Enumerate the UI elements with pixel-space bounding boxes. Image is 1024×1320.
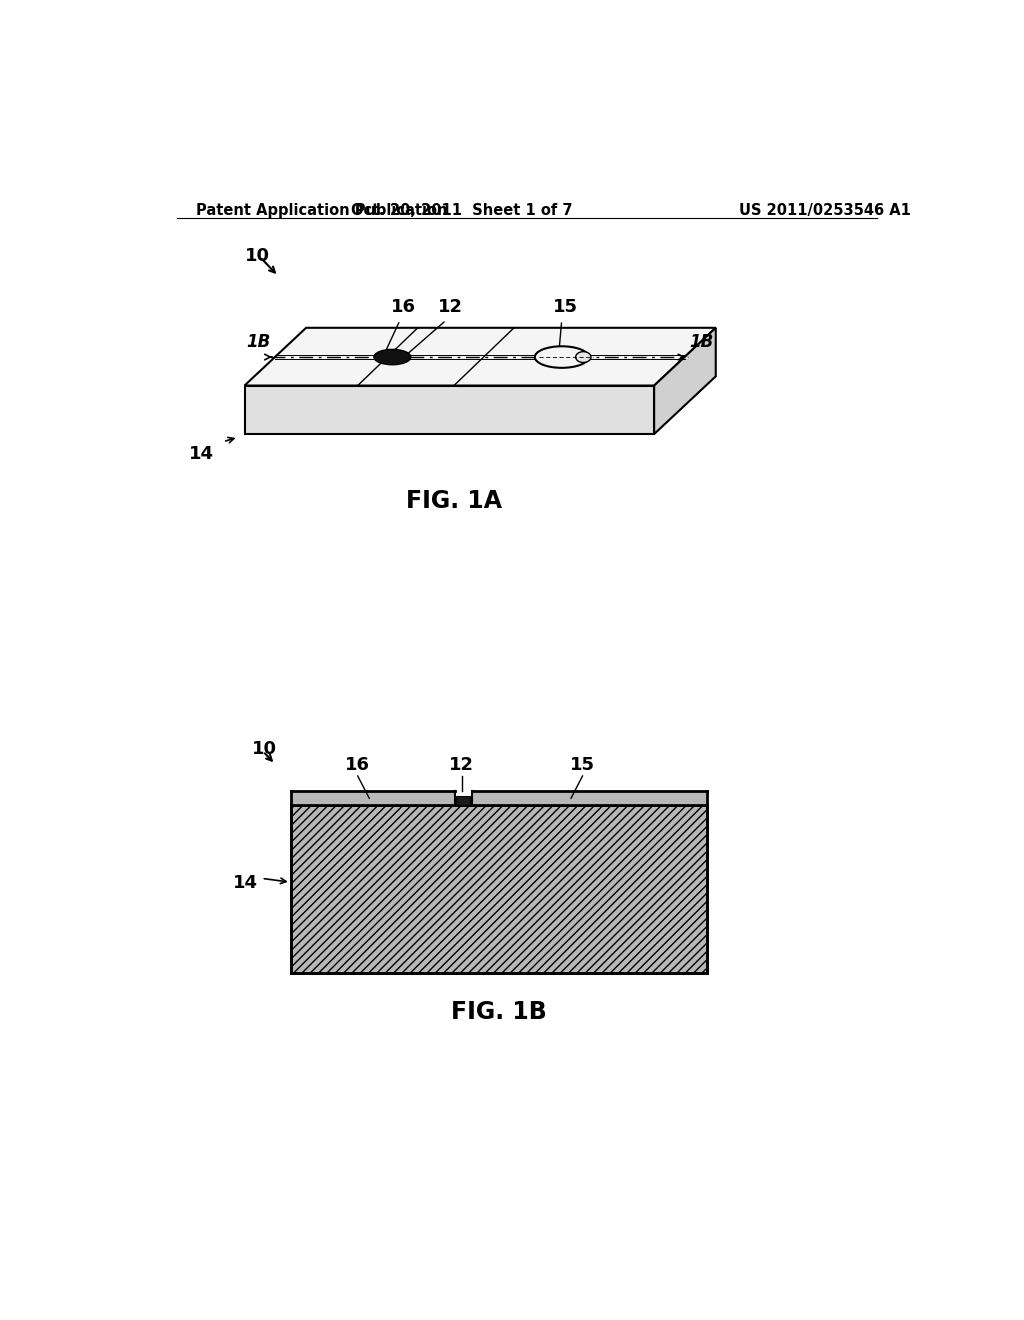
Polygon shape: [245, 327, 716, 385]
Text: 14: 14: [188, 445, 214, 463]
Ellipse shape: [374, 350, 411, 364]
Text: 15: 15: [553, 298, 579, 317]
Text: FIG. 1A: FIG. 1A: [406, 490, 502, 513]
Text: 10: 10: [245, 247, 269, 265]
Bar: [457, 796, 470, 805]
Text: 15: 15: [570, 756, 595, 775]
Text: 1B: 1B: [246, 333, 270, 351]
Polygon shape: [245, 385, 654, 434]
Text: 14: 14: [232, 875, 258, 892]
Ellipse shape: [535, 346, 589, 368]
Text: FIG. 1B: FIG. 1B: [451, 1001, 547, 1024]
Text: Oct. 20, 2011  Sheet 1 of 7: Oct. 20, 2011 Sheet 1 of 7: [351, 203, 572, 218]
Ellipse shape: [575, 351, 591, 363]
Bar: [291, 805, 707, 973]
Text: 12: 12: [437, 298, 463, 317]
Text: 1B: 1B: [689, 333, 714, 351]
Text: 16: 16: [345, 756, 371, 775]
Text: 16: 16: [391, 298, 417, 317]
Text: 10: 10: [252, 739, 278, 758]
Bar: [472, 792, 707, 805]
Text: US 2011/0253546 A1: US 2011/0253546 A1: [739, 203, 910, 218]
Bar: [291, 792, 455, 805]
Text: Patent Application Publication: Patent Application Publication: [196, 203, 447, 218]
Polygon shape: [654, 327, 716, 434]
Text: 12: 12: [450, 756, 474, 775]
